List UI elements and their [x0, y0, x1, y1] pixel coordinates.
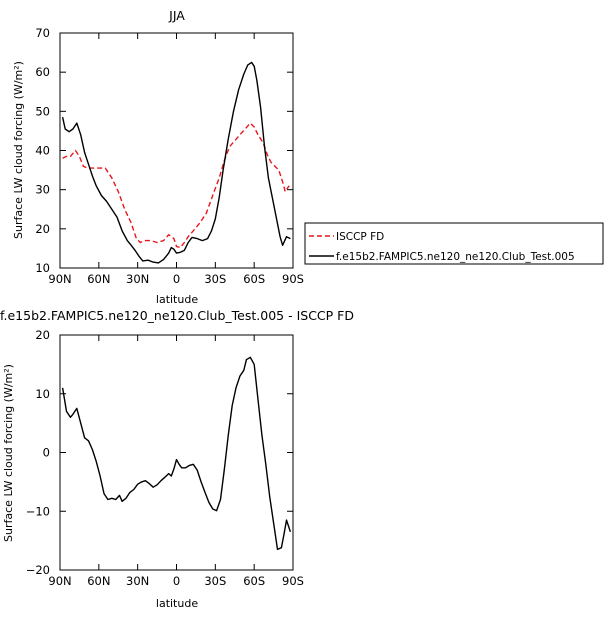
top-x-axis-label: latitude: [156, 293, 198, 306]
top-y-tick-label: 20: [35, 222, 50, 236]
top-title: JJA: [168, 8, 185, 23]
bottom-x-tick-label: 60N: [87, 574, 110, 588]
bottom-x-tick-label: 90N: [48, 574, 71, 588]
top-y-tick-label: 10: [35, 261, 50, 275]
top-x-tick-label: 60N: [87, 272, 110, 286]
top-x-tick-label: 60S: [243, 272, 265, 286]
bottom-y-tick-label: −20: [26, 563, 50, 577]
top-x-tick-label: 0: [173, 272, 180, 286]
bottom-x-tick-label: 30N: [126, 574, 149, 588]
bottom-series-line-0: [61, 356, 292, 551]
legend: ISCCP FD f.e15b2.FAMPIC5.ne120_ne120.Clu…: [304, 222, 604, 265]
bottom-ticks: 90N 60N 30N 0 30S 60S 90S −20 −10 0 10 20: [26, 328, 304, 588]
top-y-tick-label: 40: [35, 144, 50, 158]
top-y-tick-label: 70: [35, 26, 50, 40]
bottom-y-axis-label: Surface LW cloud forcing (W/m²): [2, 364, 15, 542]
bottom-x-axis-label: latitude: [156, 597, 198, 610]
bottom-title: f.e15b2.FAMPIC5.ne120_ne120.Club_Test.00…: [0, 308, 354, 323]
bottom-series: [61, 356, 292, 551]
top-ticks: 90N 60N 30N 0 30S 60S 90S 10 20 30 40 50 60 70: [35, 26, 304, 286]
top-x-tick-label: 90S: [282, 272, 304, 286]
bottom-y-tick-label: −10: [26, 504, 50, 518]
legend-label-isccp: ISCCP FD: [336, 231, 384, 243]
top-y-tick-label: 50: [35, 104, 50, 118]
bottom-y-tick-label: 20: [35, 328, 50, 342]
bottom-x-tick-label: 60S: [243, 574, 265, 588]
bottom-x-tick-label: 30S: [204, 574, 226, 588]
bottom-y-tick-label: 10: [35, 387, 50, 401]
top-x-tick-label: 30S: [204, 272, 226, 286]
bottom-x-tick-label: 90S: [282, 574, 304, 588]
bottom-plot-frame: [59, 334, 294, 571]
top-series-line-0: [62, 122, 290, 249]
top-y-tick-label: 60: [35, 65, 50, 79]
top-plot-frame: [59, 32, 294, 269]
legend-label-model: f.e15b2.FAMPIC5.ne120_ne120.Club_Test.00…: [336, 251, 575, 263]
top-panel: JJA 90N 60N 30N 0 30S 60S 90S 10 20 30 40 50 60 70 la…: [12, 8, 304, 306]
bottom-x-tick-label: 0: [173, 574, 180, 588]
top-y-axis-label: Surface LW cloud forcing (W/m²): [12, 61, 25, 239]
top-y-tick-label: 30: [35, 183, 50, 197]
bottom-y-tick-label: 0: [43, 446, 50, 460]
bottom-panel: f.e15b2.FAMPIC5.ne120_ne120.Club_Test.00…: [0, 308, 354, 610]
top-series: [61, 61, 291, 264]
top-x-tick-label: 30N: [126, 272, 149, 286]
legend-box: [304, 222, 604, 265]
top-x-tick-label: 90N: [48, 272, 71, 286]
top-series-line-1: [61, 61, 291, 264]
